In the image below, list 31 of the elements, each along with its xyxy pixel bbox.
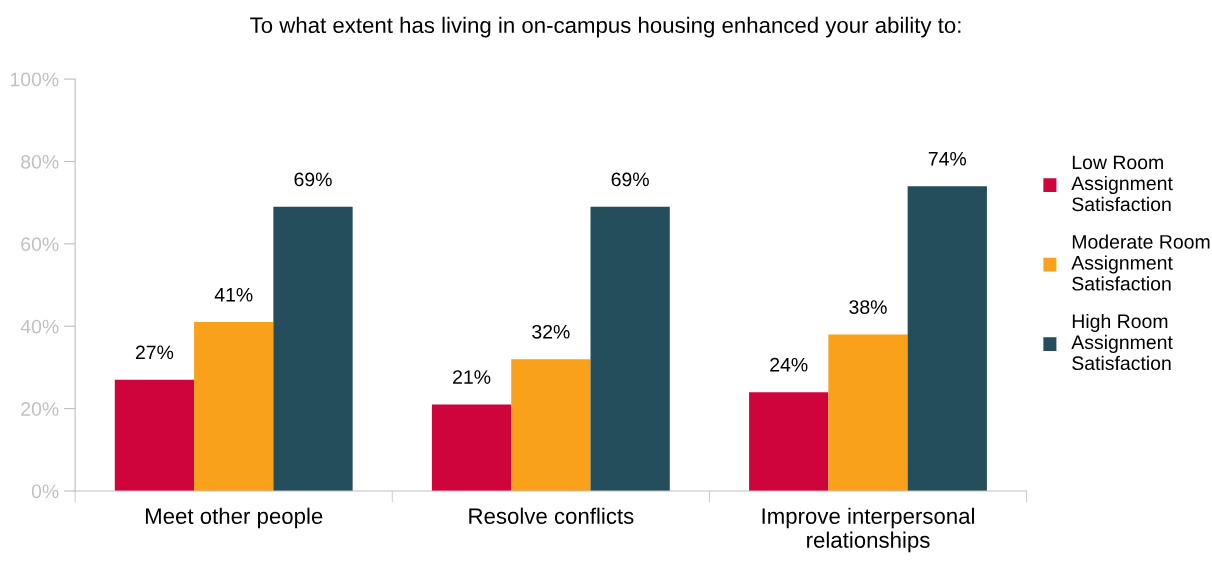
data-label: 27% bbox=[135, 345, 174, 360]
bar bbox=[194, 322, 274, 491]
data-label: 24% bbox=[770, 357, 808, 372]
data-label: 69% bbox=[611, 172, 649, 187]
bar bbox=[511, 359, 591, 491]
legend-label: Low Room Assignment Satisfaction bbox=[1071, 155, 1173, 212]
x-tick-label: Resolve conflicts bbox=[469, 507, 634, 524]
bar bbox=[273, 206, 353, 491]
y-tick-label: 40% bbox=[20, 319, 59, 334]
legend-label: Moderate Room Assignment Satisfaction bbox=[1071, 234, 1210, 291]
y-tick-label: 60% bbox=[21, 237, 59, 252]
y-tick-label: 80% bbox=[21, 154, 59, 169]
data-label: 38% bbox=[849, 300, 887, 314]
x-tick-label: Meet other people bbox=[145, 507, 323, 529]
data-label: 32% bbox=[532, 324, 570, 339]
y-tick-label: 20% bbox=[21, 402, 59, 416]
bar bbox=[590, 206, 670, 491]
y-tick-label: 100% bbox=[10, 72, 59, 87]
data-label: 41% bbox=[214, 287, 253, 302]
data-label: 21% bbox=[453, 370, 491, 384]
chart-title: To what extent has living in on-campus housing enhanced your ability to: bbox=[250, 16, 961, 38]
bar bbox=[907, 186, 987, 491]
legend-label: High Room Assignment Satisfaction bbox=[1071, 313, 1173, 371]
x-tick-label: Improve interpersonal relationships bbox=[762, 507, 974, 553]
y-tick-label: 0% bbox=[31, 484, 59, 499]
bar bbox=[749, 392, 829, 491]
data-label: 69% bbox=[294, 172, 332, 187]
bar bbox=[114, 379, 195, 491]
data-label: 74% bbox=[928, 152, 967, 166]
bar bbox=[828, 334, 908, 491]
bar bbox=[431, 404, 512, 491]
